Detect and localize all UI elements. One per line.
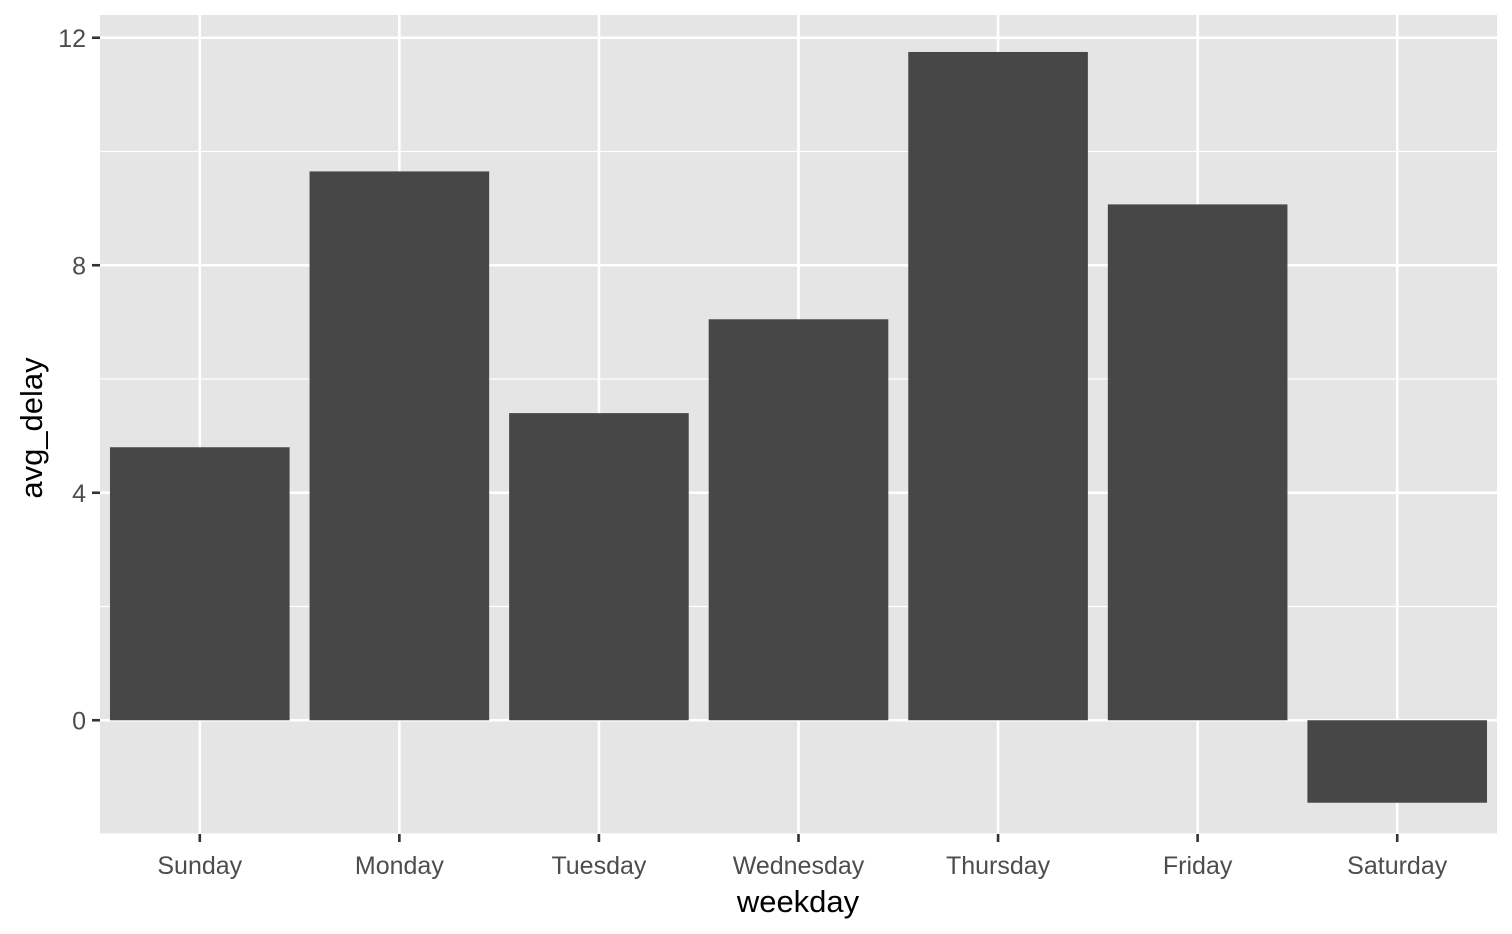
x-tick-label: Thursday [946, 852, 1051, 880]
y-axis: 0 4 8 12 [58, 25, 100, 735]
x-tick-label: Wednesday [733, 852, 865, 880]
bar-sunday [109, 447, 290, 721]
bar-saturday [1307, 720, 1488, 803]
x-tick-label: Monday [355, 852, 444, 880]
bar-monday [309, 171, 490, 721]
y-tick-label: 0 [72, 707, 86, 735]
bars [109, 51, 1488, 803]
x-tick-label: Sunday [157, 852, 242, 880]
bar-friday [1107, 204, 1288, 721]
x-tick-label: Tuesday [551, 852, 646, 880]
y-axis-title: avg_delay [14, 357, 49, 499]
x-axis-title: weekday [736, 884, 860, 919]
y-tick-label: 4 [72, 480, 86, 508]
bar-wednesday [708, 319, 889, 721]
y-tick-label: 12 [58, 25, 86, 53]
x-tick-label: Friday [1163, 852, 1233, 880]
y-tick-label: 8 [72, 252, 86, 280]
bar-thursday [908, 51, 1088, 721]
x-axis: Sunday Monday Tuesday Wednesday Thursday Frid… [157, 834, 1448, 880]
bar-tuesday [509, 413, 689, 721]
x-tick-label: Saturday [1347, 852, 1448, 880]
